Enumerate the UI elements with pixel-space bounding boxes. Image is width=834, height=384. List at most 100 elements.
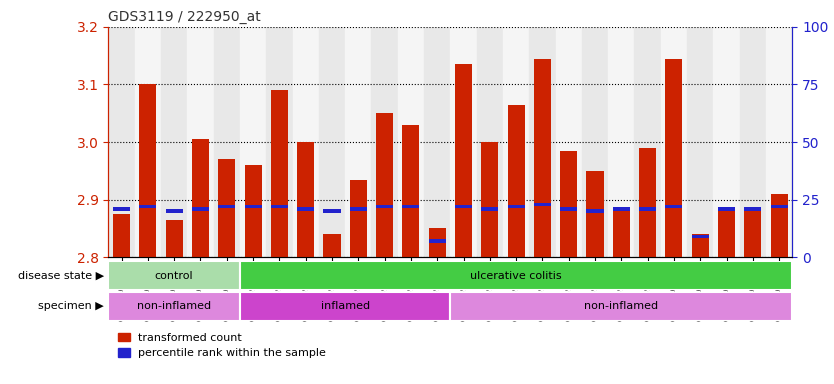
Bar — [635, 27, 661, 257]
Bar — [297, 207, 314, 211]
Bar — [244, 205, 262, 209]
Bar — [402, 125, 420, 257]
Bar — [691, 235, 709, 238]
Bar — [108, 27, 135, 257]
Bar — [192, 139, 209, 257]
Bar — [555, 27, 582, 257]
Text: control: control — [155, 270, 193, 281]
Bar — [113, 214, 130, 257]
Bar — [349, 207, 367, 211]
Bar — [108, 261, 240, 290]
Bar — [560, 207, 577, 211]
Bar — [324, 210, 340, 213]
Bar — [666, 205, 682, 209]
Bar — [240, 292, 450, 321]
Bar — [503, 27, 530, 257]
Bar — [560, 151, 577, 257]
Bar — [113, 207, 130, 211]
Bar — [266, 27, 293, 257]
Bar — [161, 27, 188, 257]
Bar — [508, 105, 525, 257]
Bar — [402, 205, 420, 209]
Bar — [271, 90, 288, 257]
Bar — [613, 207, 630, 211]
Bar — [192, 139, 209, 257]
Bar — [139, 84, 157, 257]
Bar — [166, 210, 183, 213]
Bar — [771, 194, 787, 257]
Bar — [713, 27, 740, 257]
Text: specimen ▶: specimen ▶ — [38, 301, 104, 311]
Bar — [661, 27, 687, 257]
Bar — [402, 205, 420, 209]
Bar — [244, 165, 262, 257]
Bar — [455, 65, 472, 257]
Bar — [718, 207, 735, 211]
Bar — [139, 205, 157, 209]
Bar — [376, 113, 393, 257]
Bar — [534, 59, 551, 257]
Bar — [240, 261, 792, 290]
Bar — [324, 234, 340, 257]
Bar — [691, 234, 709, 257]
Bar — [324, 210, 340, 213]
Bar — [744, 207, 761, 211]
Bar — [324, 234, 340, 257]
Bar — [349, 207, 367, 211]
Bar — [450, 27, 477, 257]
Bar — [666, 59, 682, 257]
Bar — [534, 203, 551, 206]
Bar — [214, 27, 240, 257]
Bar — [219, 205, 235, 209]
Bar — [271, 205, 288, 209]
Bar — [718, 211, 735, 257]
Bar — [271, 205, 288, 209]
Bar — [244, 165, 262, 257]
Bar — [271, 90, 288, 257]
Bar — [613, 207, 630, 211]
Bar — [560, 207, 577, 211]
Bar — [349, 180, 367, 257]
Bar — [402, 125, 420, 257]
Bar — [639, 148, 656, 257]
Bar — [376, 205, 393, 209]
Bar — [297, 207, 314, 211]
Bar — [481, 207, 499, 211]
Bar — [613, 209, 630, 257]
Bar — [371, 27, 398, 257]
Bar — [166, 220, 183, 257]
Bar — [135, 27, 161, 257]
Bar — [113, 214, 130, 257]
Bar — [319, 27, 345, 257]
Bar — [691, 234, 709, 257]
Bar — [376, 113, 393, 257]
Bar — [766, 27, 792, 257]
Bar — [586, 210, 604, 213]
Bar — [744, 211, 761, 257]
Bar — [429, 240, 445, 243]
Bar — [244, 205, 262, 209]
Bar — [666, 205, 682, 209]
Bar — [608, 27, 635, 257]
Bar — [582, 27, 608, 257]
Bar — [166, 210, 183, 213]
Bar — [771, 205, 787, 209]
Bar — [424, 27, 450, 257]
Bar — [455, 65, 472, 257]
Bar — [349, 180, 367, 257]
Bar — [639, 148, 656, 257]
Bar — [639, 207, 656, 211]
Bar — [534, 203, 551, 206]
Bar — [429, 228, 445, 257]
Bar — [586, 171, 604, 257]
Bar — [744, 211, 761, 257]
Bar — [666, 59, 682, 257]
Bar — [691, 235, 709, 238]
Bar — [508, 105, 525, 257]
Bar — [219, 159, 235, 257]
Bar — [586, 210, 604, 213]
Bar — [293, 27, 319, 257]
Bar — [450, 292, 792, 321]
Bar — [481, 207, 499, 211]
Bar — [613, 209, 630, 257]
